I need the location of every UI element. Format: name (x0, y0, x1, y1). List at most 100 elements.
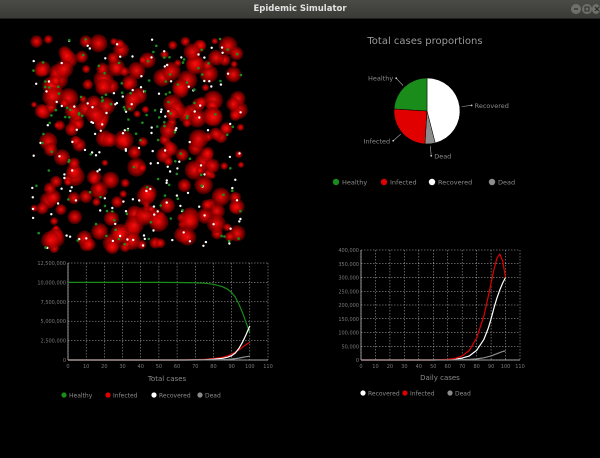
recovered-particle (126, 238, 129, 241)
healthy-particle (185, 81, 189, 84)
recovered-particle (111, 239, 115, 243)
infected-particle (194, 175, 213, 195)
recovered-particle (56, 202, 60, 205)
infected-particle (133, 110, 141, 118)
healthy-particle (176, 83, 180, 86)
recovered-particle (35, 82, 38, 85)
recovered-particle (114, 222, 117, 226)
infected-particle (201, 199, 213, 211)
recovered-particle (182, 231, 185, 234)
recovered-particle (145, 189, 148, 193)
daily-cases-legend: Recovered Infected Dead (360, 390, 471, 397)
healthy-particle (50, 150, 54, 153)
recovered-particle (121, 95, 125, 98)
healthy-particle (139, 138, 142, 142)
pie-chart: Recovered Dead Infected Healthy (364, 75, 509, 161)
recovered-particle (31, 196, 34, 199)
recovered-particle (32, 154, 35, 157)
recovered-particle (239, 111, 242, 114)
infected-particle (224, 231, 235, 242)
healthy-particle (69, 108, 72, 112)
infected-particle (34, 60, 51, 77)
x-tick-label: 40 (138, 364, 144, 370)
infected-particle (226, 97, 240, 111)
infected-particle (204, 107, 223, 127)
recovered-particle (234, 178, 237, 181)
legend-label-infected: Infected (113, 392, 138, 399)
legend-swatch-infected (402, 390, 408, 396)
healthy-particle (167, 100, 170, 104)
x-tick-label: 70 (459, 364, 465, 370)
x-tick-label: 40 (416, 364, 422, 370)
infected-particle (119, 190, 128, 198)
infected-particle (220, 122, 233, 135)
pie-label-dot (395, 77, 398, 80)
healthy-particle (174, 160, 177, 163)
recovered-particle (203, 173, 206, 176)
recovered-particle (206, 129, 210, 132)
recovered-particle (88, 47, 92, 50)
recovered-particle (71, 140, 74, 144)
healthy-particle (227, 239, 231, 243)
infected-particle (165, 107, 179, 121)
recovered-particle (199, 104, 202, 107)
infected-particle (229, 109, 241, 121)
minimize-icon (574, 8, 578, 10)
healthy-particle (225, 133, 229, 137)
legend-label-recovered: Recovered (159, 392, 191, 399)
infected-particle (180, 36, 190, 47)
recovered-particle (132, 238, 135, 242)
healthy-particle (54, 108, 58, 112)
total-cases-chart: 0 10 20 30 40 50 60 70 80 90 100 110 0 2,500,000 5,000… (37, 261, 272, 370)
recovered-particle (96, 170, 99, 173)
recovered-particle (98, 168, 101, 171)
infected-particle (75, 50, 88, 63)
minimize-button[interactable] (571, 4, 581, 14)
healthy-particle (65, 106, 69, 110)
healthy-particle (100, 96, 104, 99)
recovered-particle (210, 46, 213, 49)
infected-particle (55, 59, 74, 78)
healthy-particle (134, 132, 138, 135)
recovered-particle (98, 151, 101, 154)
healthy-particle (214, 113, 217, 116)
healthy-particle (218, 37, 222, 41)
healthy-particle (207, 62, 210, 65)
infected-particle (119, 66, 130, 77)
recovered-particle (167, 110, 170, 113)
healthy-particle (37, 231, 40, 235)
recovered-particle (228, 155, 232, 159)
recovered-particle (163, 50, 166, 53)
recovered-particle (111, 206, 114, 210)
recovered-particle (142, 234, 146, 237)
recovered-particle (73, 105, 76, 108)
healthy-particle (167, 183, 171, 187)
close-button[interactable] (592, 4, 600, 14)
x-tick-label: 0 (66, 364, 69, 370)
recovered-particle (55, 100, 58, 104)
legend-swatch-recovered (428, 178, 436, 186)
maximize-button[interactable] (582, 4, 592, 14)
recovered-particle (163, 65, 166, 68)
infected-particle (64, 103, 81, 119)
recovered-particle (178, 160, 181, 163)
x-tick-label: 60 (445, 364, 451, 370)
recovered-particle (180, 56, 183, 59)
daily-cases-chart: 0 10 20 30 40 50 60 70 80 90 100 110 0 50,000 100,000 1… (338, 248, 524, 370)
recovered-particle (99, 129, 103, 132)
infected-particle (138, 137, 148, 147)
pie-slice-infected (393, 108, 428, 145)
infected-particle (114, 39, 125, 49)
healthy-particle (120, 82, 124, 85)
infected-particle (188, 129, 209, 149)
infected-particle (172, 78, 189, 96)
recovered-particle (159, 110, 163, 114)
healthy-particle (181, 208, 184, 212)
healthy-particle (188, 157, 192, 160)
pie-label-dead: Dead (434, 152, 451, 160)
infected-particle (141, 105, 150, 114)
recovered-particle (31, 216, 35, 220)
healthy-particle (199, 173, 203, 177)
recovered-particle (152, 205, 156, 208)
healthy-particle (237, 237, 240, 240)
